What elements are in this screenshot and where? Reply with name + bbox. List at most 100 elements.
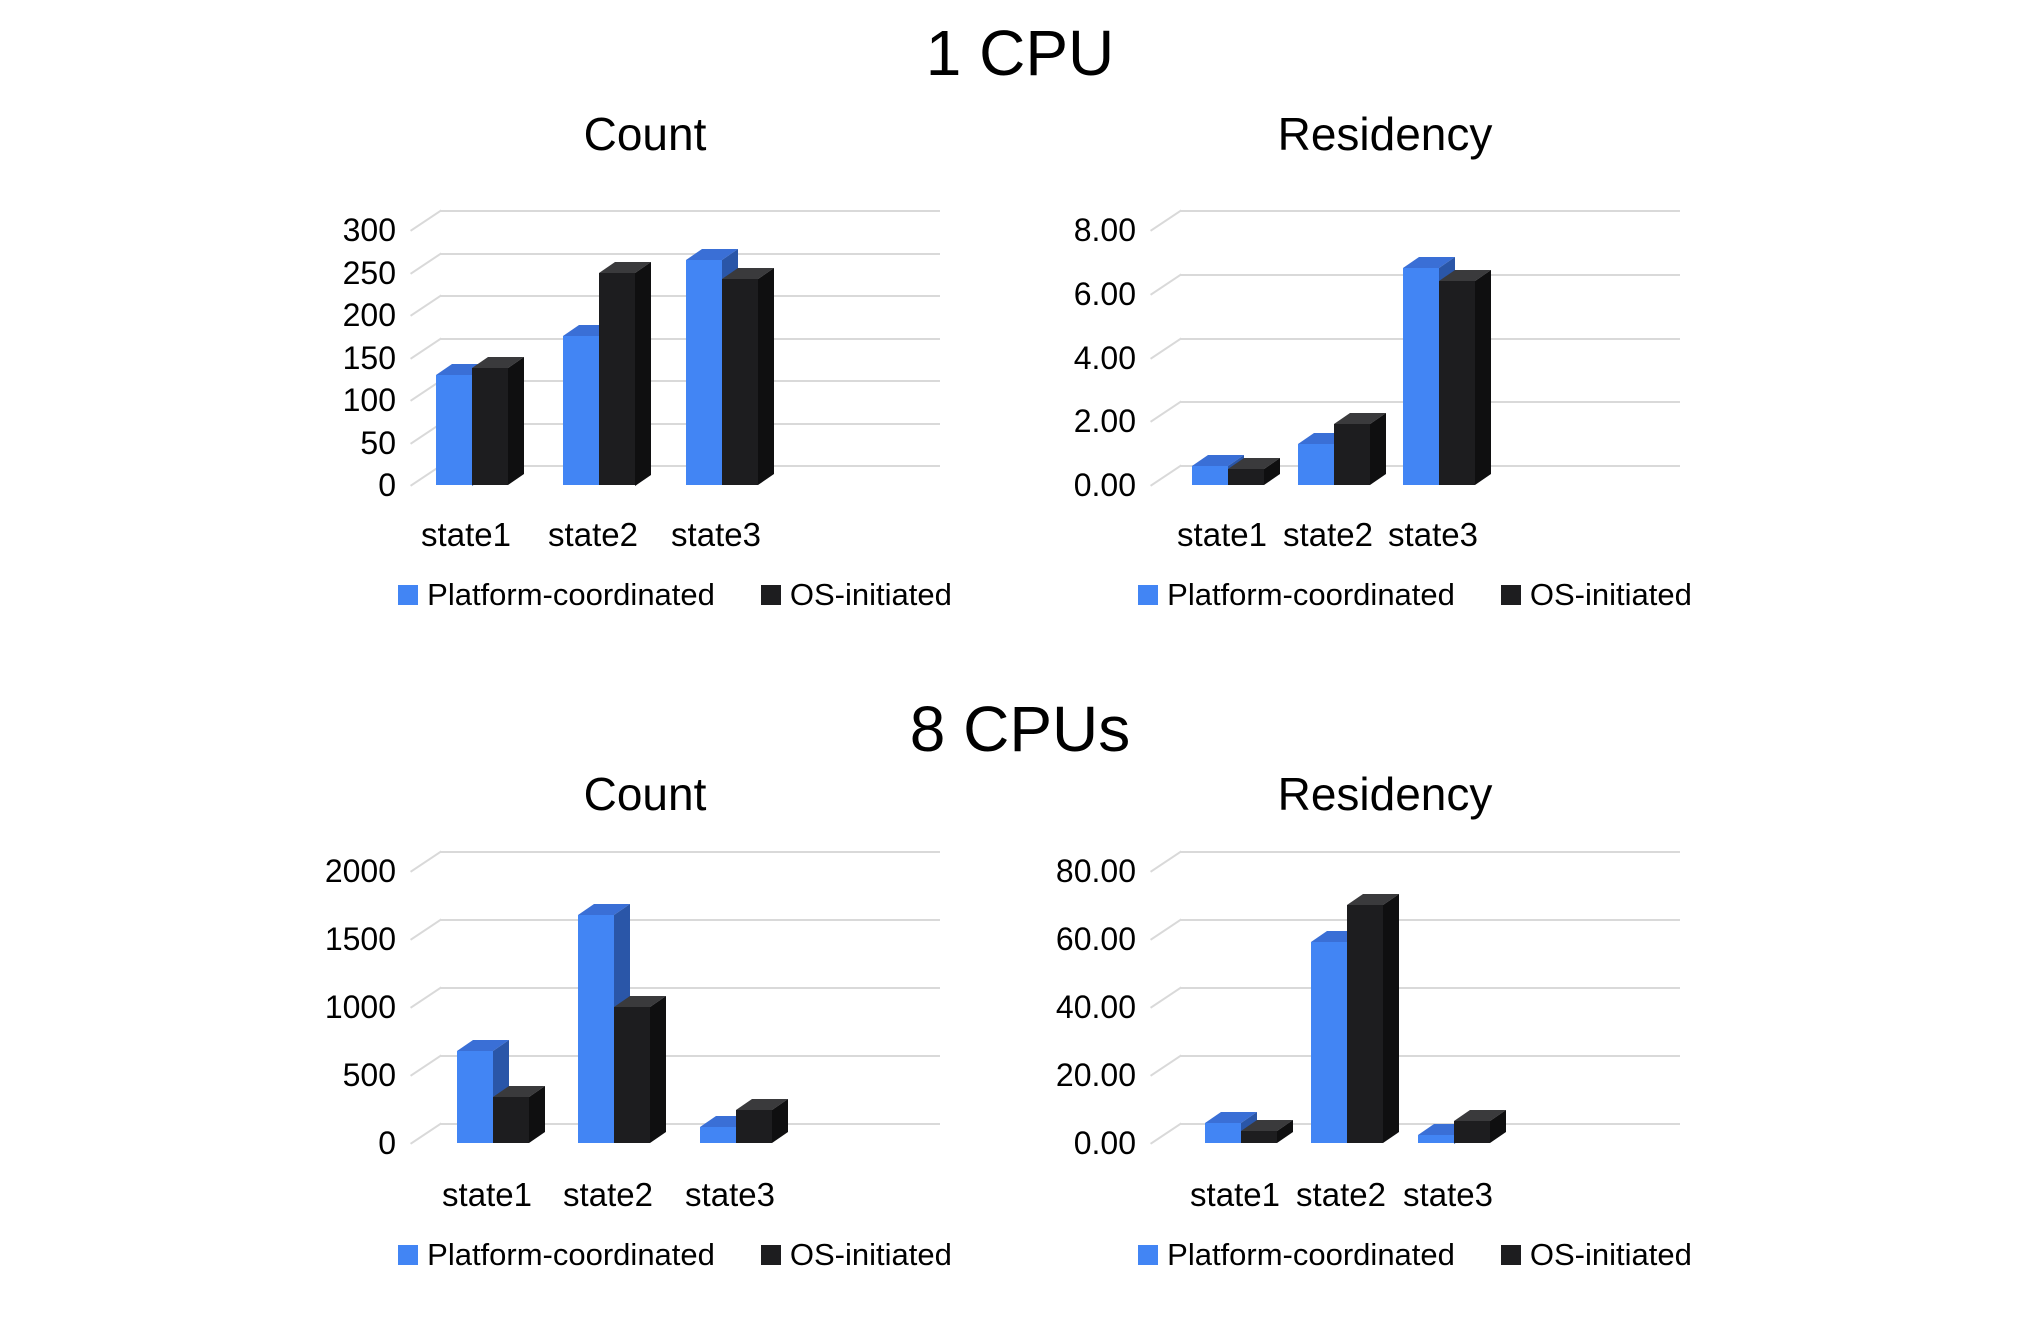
legend-item: Platform-coordinated <box>398 576 715 614</box>
gridline <box>1180 1123 1680 1125</box>
gridline-bevel <box>1150 850 1182 873</box>
gridline-bevel <box>410 918 442 941</box>
x-axis-category-label: state1 <box>442 1176 532 1213</box>
legend-series-label: Platform-coordinated <box>427 1237 715 1272</box>
legend-item: Platform-coordinated <box>398 1236 715 1274</box>
legend: Platform-coordinated OS-initiated <box>398 1236 952 1274</box>
chart-8cpus-residency: Residency 0.00 20.00 40.00 60.00 80.00 state… <box>1056 760 1710 1320</box>
plot-area: 0 500 1000 1500 2000 <box>325 850 940 1161</box>
bar <box>578 914 614 1143</box>
bar <box>1298 443 1334 485</box>
y-axis-tick-label: 8.00 <box>1073 212 1136 248</box>
chart-1cpu-residency: Residency 0.00 2.00 4.00 6.00 8.00 state1 sta… <box>1060 100 1710 660</box>
plot-area: 0.00 2.00 4.00 6.00 8.00 <box>1074 209 1680 503</box>
bar <box>722 279 758 485</box>
legend-item: Platform-coordinated <box>1138 576 1455 614</box>
x-axis-category-label: state3 <box>671 516 761 553</box>
bar <box>1311 942 1347 1143</box>
x-axis-category-label: state3 <box>1388 516 1478 553</box>
gridline <box>440 1123 940 1125</box>
gridline-bevel <box>410 850 442 873</box>
plot-area: 0 50 100 150 200 250 300 <box>343 209 940 503</box>
bar <box>700 1126 736 1143</box>
gridline-bevel <box>1150 1054 1182 1077</box>
legend-series-label: OS-initiated <box>789 577 952 612</box>
bar <box>599 272 635 485</box>
bar <box>736 1110 772 1143</box>
y-axis-tick-label: 200 <box>342 297 396 333</box>
legend-series-label: OS-initiated <box>1529 1237 1692 1272</box>
y-axis-tick-label: 500 <box>342 1057 396 1093</box>
x-axis-labels: state1 state2 state3 <box>410 515 940 555</box>
x-axis-labels: state1 state2 state3 <box>1150 1175 1680 1215</box>
chart-title: Residency <box>1277 768 1493 820</box>
y-axis-tick-label: 20.00 <box>1055 1057 1136 1093</box>
bar-side-face <box>635 261 651 485</box>
legend-series-label: Platform-coordinated <box>1167 577 1455 612</box>
gridline-bevel <box>1150 986 1182 1009</box>
legend-item: Platform-coordinated <box>1138 1236 1455 1274</box>
y-axis-tick-label: 150 <box>342 339 396 376</box>
y-axis-tick-label: 300 <box>342 212 396 248</box>
bar-side-face <box>508 356 524 485</box>
legend-item: OS-initiated <box>1500 1236 1692 1274</box>
y-axis-tick-label: 0.00 <box>1073 1125 1136 1161</box>
legend-swatch <box>1500 585 1521 605</box>
x-axis-category-label: state3 <box>1403 1176 1493 1213</box>
gridline <box>440 252 940 255</box>
bar <box>436 374 472 485</box>
bar <box>614 1007 650 1143</box>
x-axis-category-label: state1 <box>1190 1176 1280 1213</box>
chart-8cpus-count: Count 0 500 1000 1500 2000 state1 state2 state… <box>320 760 970 1320</box>
y-axis-tick-label: 40.00 <box>1055 989 1136 1025</box>
gridline-bevel <box>410 209 442 232</box>
bar <box>493 1096 529 1143</box>
legend-series-label: OS-initiated <box>1529 577 1692 612</box>
bar <box>1347 905 1383 1143</box>
bar <box>1241 1131 1277 1143</box>
legend-swatch <box>760 1245 781 1265</box>
legend: Platform-coordinated OS-initiated <box>398 576 952 614</box>
y-axis-tick-label: 1000 <box>324 989 396 1025</box>
x-axis-category-label: state2 <box>1296 1176 1386 1213</box>
x-axis-labels: state1 state2 state3 <box>410 1175 940 1215</box>
bar <box>1418 1134 1454 1143</box>
bar <box>1439 281 1475 485</box>
gridline-bevel <box>1150 918 1182 941</box>
gridline <box>440 851 940 853</box>
legend-swatch <box>760 585 781 605</box>
legend-swatch <box>1138 585 1159 605</box>
chart-1cpu-count: Count 0 50 100 150 200 250 300 state1 state2 sta… <box>320 100 970 660</box>
y-axis-tick-label: 0 <box>378 467 396 503</box>
x-axis-labels: state1 state2 state3 <box>1150 515 1680 555</box>
chart-title: Count <box>583 108 707 160</box>
gridline-bevel <box>1150 273 1182 296</box>
legend-series-label: Platform-coordinated <box>1167 1237 1455 1272</box>
legend-item: OS-initiated <box>760 576 952 614</box>
x-axis-category-label: state1 <box>421 516 511 553</box>
chart-title: Residency <box>1277 108 1493 160</box>
gridline-bevel <box>1150 400 1182 423</box>
y-axis-tick-label: 2000 <box>324 853 396 889</box>
gridline <box>1180 987 1680 989</box>
gridline <box>1180 919 1680 921</box>
y-axis-tick-label: 250 <box>342 254 396 291</box>
x-axis-category-label: state2 <box>1283 516 1373 553</box>
y-axis-tick-label: 4.00 <box>1073 339 1136 376</box>
legend-series-label: OS-initiated <box>789 1237 952 1272</box>
y-axis-tick-label: 6.00 <box>1073 275 1136 312</box>
y-axis-tick-label: 0.00 <box>1073 467 1136 503</box>
bar-side-face <box>1383 894 1399 1143</box>
legend-item: OS-initiated <box>760 1236 952 1274</box>
bar-side-face <box>529 1085 545 1143</box>
bar <box>457 1050 493 1143</box>
bar-side-face <box>1475 270 1491 485</box>
gridline <box>1180 210 1680 212</box>
bar <box>686 259 722 485</box>
gridline <box>1180 1055 1680 1057</box>
bar <box>1205 1122 1241 1143</box>
gridline <box>440 919 940 921</box>
bar <box>1228 469 1264 485</box>
legend-swatch <box>1138 1245 1159 1265</box>
x-axis-category-label: state2 <box>548 516 638 553</box>
